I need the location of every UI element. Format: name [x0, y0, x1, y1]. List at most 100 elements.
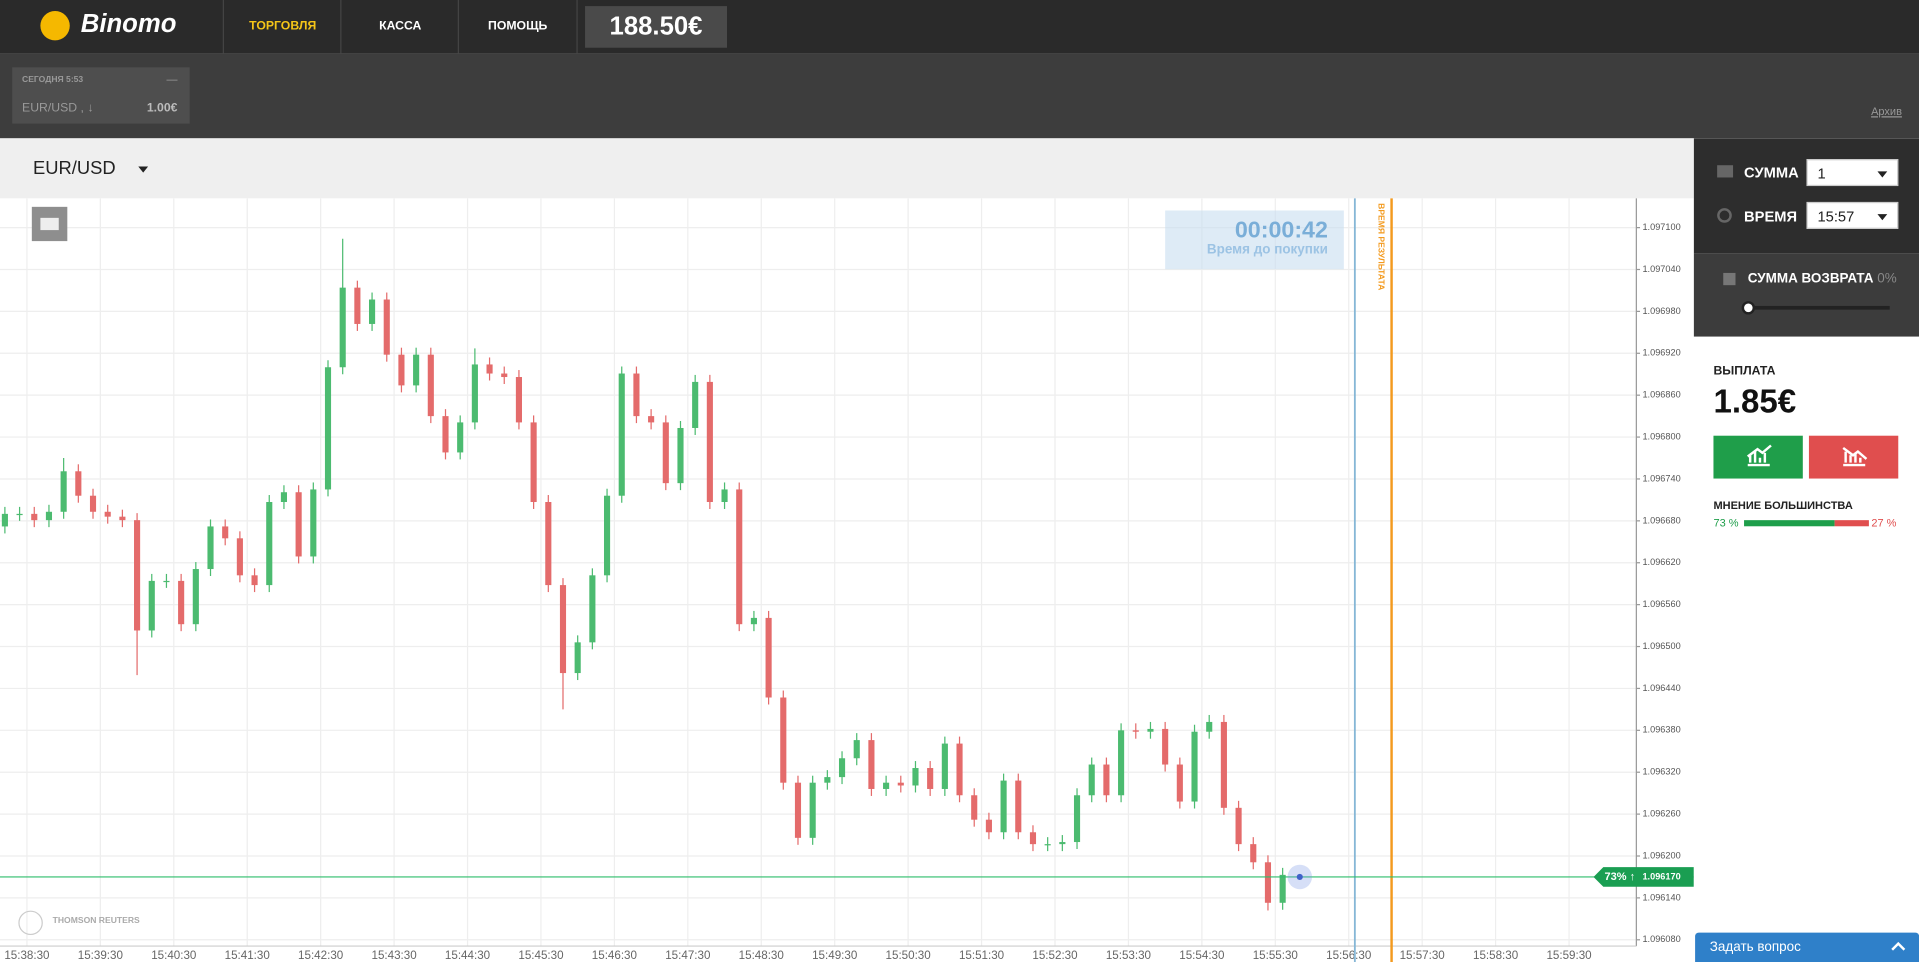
y-tick-label: 1.096440 — [1642, 683, 1680, 693]
refund-percent: 0% — [1877, 271, 1897, 287]
refund-section: СУММА ВОЗВРАТА 0% — [1693, 253, 1919, 337]
candle-body — [295, 492, 302, 557]
candle-body — [1220, 721, 1227, 808]
candle-body — [1176, 764, 1183, 802]
x-tick-label: 15:44:30 — [445, 949, 490, 962]
chart-type-button[interactable] — [31, 206, 68, 242]
deal-date: СЕГОДНЯ 5:53 — [22, 75, 84, 85]
candle-body — [134, 520, 141, 631]
candle-body — [310, 489, 317, 557]
deal-status: — — [166, 73, 178, 86]
x-tick-label: 15:53:30 — [1106, 949, 1151, 962]
chart-header: EUR/USD — [0, 138, 1694, 199]
candle-body — [471, 364, 478, 423]
candle-body — [251, 575, 258, 586]
candle-body — [501, 373, 508, 378]
candle-body — [148, 580, 155, 631]
archive-link[interactable]: Архив — [1871, 105, 1902, 118]
dropdown-caret[interactable] — [138, 166, 149, 173]
candle-body — [618, 373, 625, 496]
x-tick-label: 15:55:30 — [1253, 949, 1298, 962]
candle-body — [236, 538, 243, 576]
nav-item[interactable]: КАССА — [340, 0, 459, 54]
y-tick-label: 1.096200 — [1642, 850, 1680, 860]
candle-body — [354, 287, 361, 324]
nav-item[interactable]: ПОМОЩЬ — [457, 0, 578, 54]
call-button[interactable] — [1713, 435, 1803, 479]
candle-body — [603, 495, 611, 576]
x-tick-label: 15:51:30 — [959, 949, 1004, 962]
candle-body — [442, 416, 449, 453]
y-tick-label: 1.096260 — [1642, 809, 1680, 819]
candle-body — [677, 427, 684, 484]
candle-body — [1073, 795, 1081, 843]
candle-body — [956, 743, 963, 796]
candle-body — [868, 740, 875, 789]
amount-label: СУММА — [1744, 164, 1799, 182]
deal-asset: EUR/USD , ↓ — [22, 101, 94, 116]
time-icon — [1717, 208, 1732, 223]
current-share: 73% ↑ — [1605, 871, 1636, 883]
logo-icon — [40, 11, 70, 41]
candle-body — [1044, 844, 1051, 846]
x-tick-label: 15:47:30 — [665, 949, 710, 962]
x-tick-label: 15:52:30 — [1032, 949, 1077, 962]
put-button[interactable] — [1808, 435, 1899, 479]
ask-tab[interactable]: Задать вопрос — [1695, 932, 1919, 962]
candle-body — [1264, 862, 1272, 903]
candle-body — [1132, 730, 1139, 732]
chart: 15:38:30 15:39:30 15:40:30 15:41:30 15:42:30… — [0, 198, 1694, 962]
candle-body — [207, 526, 214, 570]
x-tick-label: 15:54:30 — [1179, 949, 1224, 962]
caret — [1877, 171, 1888, 178]
candle-body — [912, 768, 919, 786]
majority-segment — [1744, 520, 1836, 527]
majority-bar — [1744, 520, 1869, 527]
candle-body — [427, 354, 434, 417]
candle-body — [530, 422, 537, 503]
x-tick-label: 15:46:30 — [592, 949, 637, 962]
deal-card[interactable]: СЕГОДНЯ 5:53 — EUR/USD , ↓ 1.00€ — [12, 67, 190, 124]
candle-body — [266, 502, 273, 586]
y-tick-label: 1.096620 — [1642, 557, 1680, 567]
amount-select[interactable]: 1 — [1806, 159, 1899, 187]
y-tick-label: 1.096680 — [1642, 515, 1680, 525]
candle-body — [45, 511, 53, 521]
majority-segment — [1835, 520, 1869, 527]
y-tick-label: 1.096980 — [1642, 306, 1680, 316]
ask-label: Задать вопрос — [1709, 939, 1801, 955]
nav-item[interactable]: ТОРГОВЛЯ — [222, 0, 342, 54]
current-price-label: 1.096170 — [1642, 871, 1680, 881]
refund-slider-knob[interactable] — [1741, 301, 1756, 315]
refund-slider-track[interactable] — [1741, 301, 1890, 315]
candle-body — [750, 617, 757, 625]
y-tick-label: 1.097100 — [1642, 222, 1680, 232]
candle-body — [853, 740, 860, 759]
x-tick-label: 15:38:30 — [4, 949, 49, 962]
candle-body — [736, 489, 743, 625]
logo[interactable]: Binomo — [80, 9, 177, 38]
caret — [1877, 214, 1888, 221]
asset-selector[interactable]: EUR/USD — [33, 157, 116, 179]
y-tick-label: 1.096380 — [1642, 725, 1680, 735]
candle-body — [559, 585, 567, 674]
y-tick-label: 1.096140 — [1642, 892, 1680, 902]
candle-body — [780, 697, 787, 783]
x-tick-label: 15:50:30 — [886, 949, 931, 962]
y-tick-label: 1.096860 — [1642, 390, 1680, 400]
x-tick-label: 15:57:30 — [1400, 949, 1445, 962]
candle-body — [75, 471, 82, 496]
candle-body — [1000, 780, 1007, 833]
candle-body — [457, 422, 464, 453]
top-bar: Binomo ТОРГОВЛЯ КАССА ПОМОЩЬ 188.50€ — [0, 0, 1919, 54]
timer-label: Время до покупки — [1206, 242, 1328, 258]
candle-body — [1206, 721, 1213, 732]
candle-body — [706, 381, 713, 503]
candle-body — [486, 364, 493, 374]
y-tick-label: 1.097040 — [1642, 264, 1680, 274]
balance[interactable]: 188.50€ — [585, 6, 727, 48]
time-select[interactable]: 15:57 — [1806, 201, 1899, 229]
candle-body — [1088, 764, 1095, 796]
